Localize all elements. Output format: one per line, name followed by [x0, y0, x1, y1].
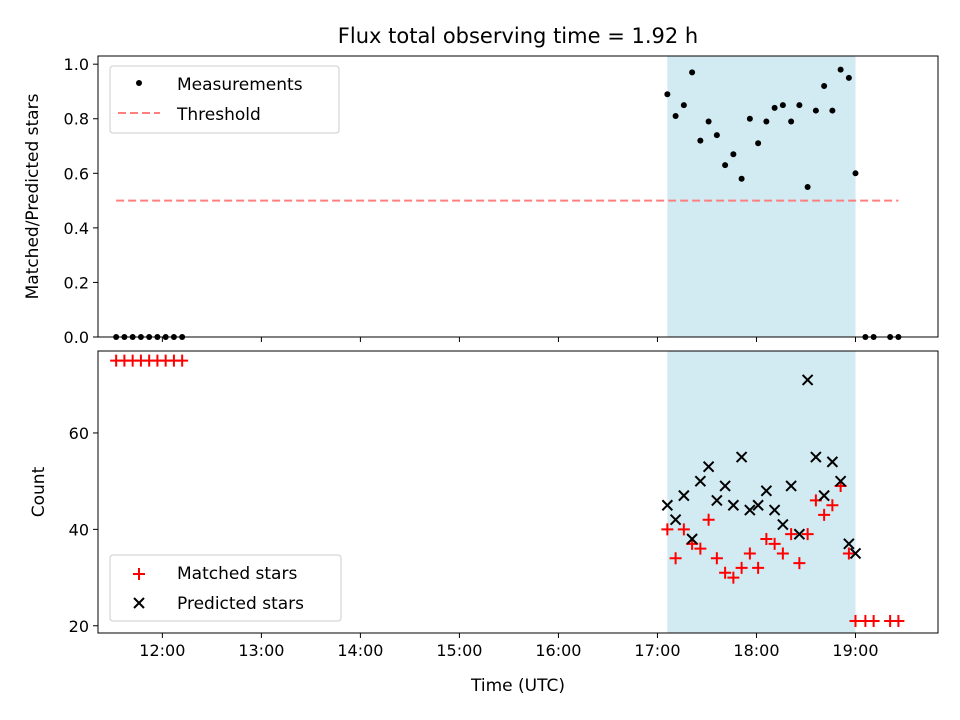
measurement-point — [763, 118, 769, 124]
x-tick-label: 12:00 — [139, 641, 185, 660]
x-axis-label: Time (UTC) — [470, 676, 565, 696]
measurement-point — [838, 67, 844, 73]
legend-measurements-label: Measurements — [177, 75, 303, 95]
panel-ratio: 0.0 0.2 0.4 0.6 0.8 1.0 Flux total observing … — [23, 24, 938, 347]
measurement-point — [813, 108, 819, 114]
measurement-point — [829, 108, 835, 114]
measurement-point — [673, 113, 679, 119]
y-axis-label-ratio: Matched/Predicted stars — [23, 93, 43, 299]
x-tick-label: 13:00 — [238, 641, 284, 660]
measurement-point — [706, 118, 712, 124]
x-tick-label: 15:00 — [436, 641, 482, 660]
panel-counts: 20 40 60 12:00 13:00 14:00 15:00 16:00 17:00 18:0… — [29, 351, 938, 696]
legend-counts: Matched stars Predicted stars — [110, 555, 341, 621]
measurement-point — [739, 176, 745, 182]
measurement-point — [747, 116, 753, 122]
measurement-point — [846, 75, 852, 81]
y-tick-label-ratio: 0.8 — [64, 110, 89, 129]
y-tick-label-ratio: 0.0 — [64, 328, 89, 347]
measurement-point — [664, 91, 670, 97]
measurement-point — [772, 105, 778, 111]
y-tick-label-ratio: 0.4 — [64, 219, 89, 238]
measurement-point — [722, 162, 728, 168]
x-tick-label: 18:00 — [733, 641, 779, 660]
measurement-point — [805, 184, 811, 190]
legend-measurements-marker — [136, 80, 142, 86]
measurement-point — [697, 138, 703, 144]
measurement-point — [689, 69, 695, 75]
x-tick-label: 19:00 — [832, 641, 878, 660]
y-tick-label-ratio: 0.6 — [64, 164, 89, 183]
chart-title: Flux total observing time = 1.92 h — [338, 24, 698, 48]
measurement-point — [780, 102, 786, 108]
y-tick-label-count: 20 — [69, 617, 89, 636]
observing-interval-shade — [667, 56, 855, 337]
x-tick-label: 14:00 — [337, 641, 383, 660]
y-tick-label-count: 60 — [69, 424, 89, 443]
legend-ratio: Measurements Threshold — [110, 66, 339, 133]
measurement-point — [852, 170, 858, 176]
measurement-point — [681, 102, 687, 108]
measurement-point — [714, 132, 720, 138]
x-tick-label: 16:00 — [535, 641, 581, 660]
measurement-point — [755, 140, 761, 146]
y-tick-label-count: 40 — [69, 520, 89, 539]
legend-predicted-label: Predicted stars — [177, 594, 304, 614]
figure: 0.0 0.2 0.4 0.6 0.8 1.0 Flux total observing … — [0, 0, 960, 720]
measurement-point — [821, 83, 827, 89]
measurement-point — [730, 151, 736, 157]
legend-threshold-label: Threshold — [176, 105, 261, 125]
y-tick-label-ratio: 0.2 — [64, 273, 89, 292]
x-tick-label: 17:00 — [634, 641, 680, 660]
measurement-point — [796, 102, 802, 108]
legend-matched-label: Matched stars — [177, 564, 297, 584]
y-tick-label-ratio: 1.0 — [64, 55, 89, 74]
measurement-point — [788, 118, 794, 124]
y-axis-label-count: Count — [29, 466, 49, 517]
